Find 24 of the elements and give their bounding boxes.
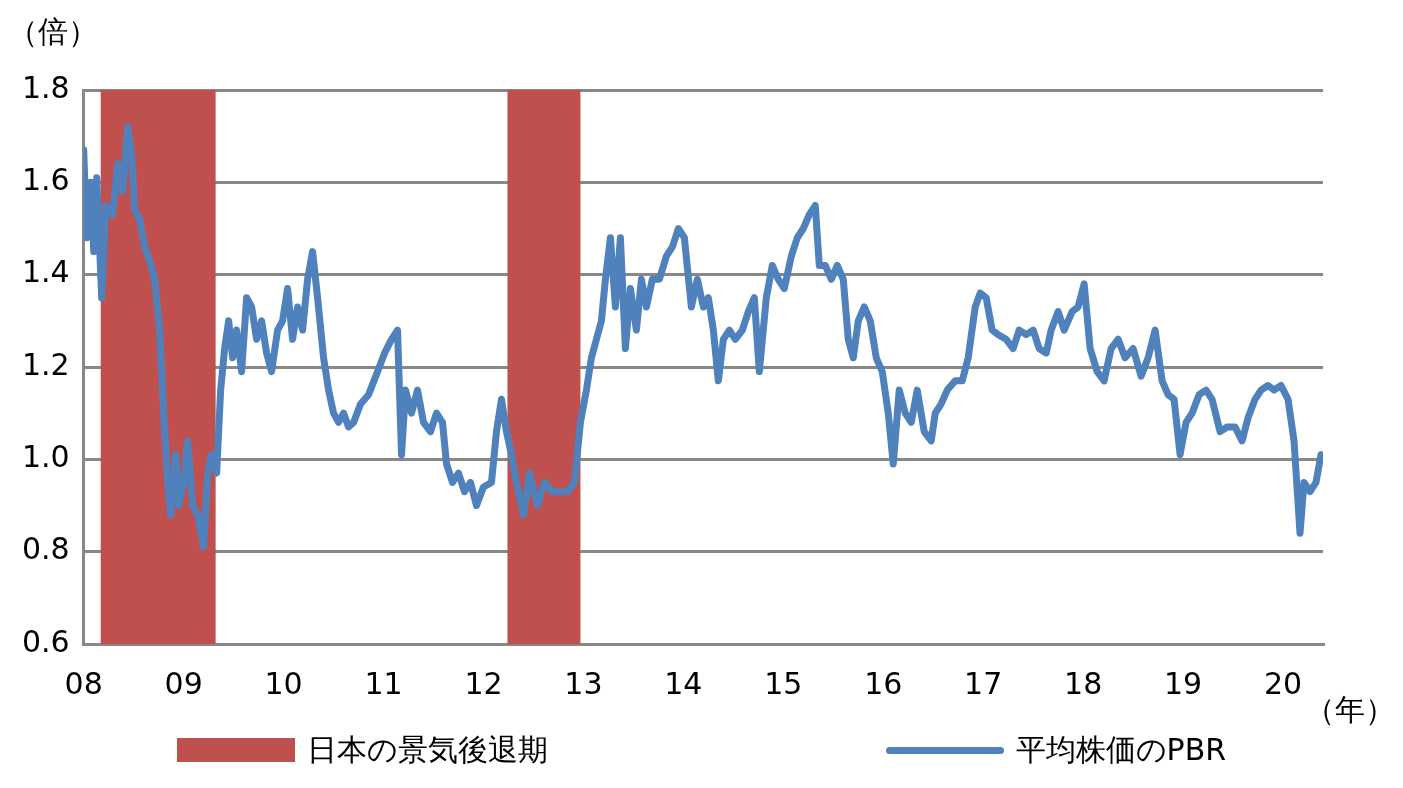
y-tick-label: 1.4	[21, 254, 70, 290]
y-tick-label: 0.6	[21, 623, 70, 659]
y-tick-label: 1.0	[21, 439, 70, 475]
x-tick-label: 11	[364, 665, 403, 701]
x-tick-label: 19	[1163, 665, 1203, 701]
y-axis-title: （倍）	[8, 13, 98, 51]
x-tick-label: 15	[764, 665, 803, 701]
x-axis-title: （年）	[1305, 691, 1395, 729]
x-tick-label: 16	[864, 665, 903, 701]
x-tick-label: 09	[164, 665, 203, 701]
x-tick-label: 18	[1064, 665, 1103, 701]
y-tick-label: 1.6	[21, 162, 70, 198]
x-tick-label: 08	[64, 665, 103, 701]
x-tick-label: 10	[264, 665, 303, 701]
x-tick-label: 12	[464, 665, 503, 701]
x-tick-label: 17	[964, 665, 1003, 701]
x-tick-label: 20	[1263, 665, 1303, 701]
x-tick-label: 13	[564, 665, 603, 701]
legend-label: 日本の景気後退期	[306, 730, 548, 769]
legend-label: 平均株価のPBR	[1015, 730, 1227, 769]
y-tick-label: 0.8	[21, 531, 70, 567]
x-tick-label: 14	[664, 665, 703, 701]
y-tick-label: 1.8	[21, 69, 70, 105]
y-tick-label: 1.2	[21, 346, 70, 382]
